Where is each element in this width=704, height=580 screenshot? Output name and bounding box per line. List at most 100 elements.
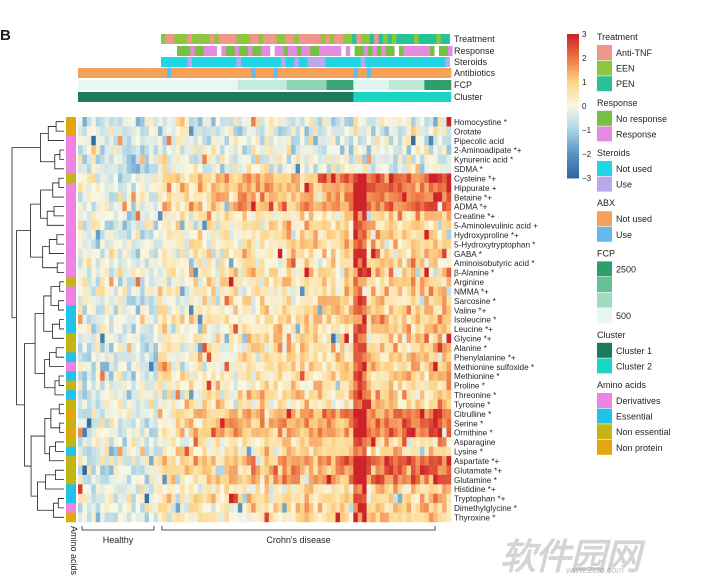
heatmap-cell [388,220,394,231]
heatmap-cell [109,164,114,174]
heatmap-cell [109,493,114,504]
heatmap-cell [78,333,83,344]
heatmap-cell [393,427,398,438]
heatmap-cell [300,408,305,419]
heatmap-cell [406,117,412,127]
heatmap-cell [415,418,421,429]
heatmap-cell [149,173,154,184]
heatmap-cell [144,145,150,155]
heatmap-cell [277,201,283,212]
heatmap-cell [104,277,110,287]
heatmap-cell [202,277,208,287]
heatmap-cell [144,220,150,231]
heatmap-cell [393,484,398,494]
heatmap-cell [171,126,176,137]
heatmap-cell [175,258,181,268]
heatmap-cell [86,117,92,127]
heatmap-cell [251,295,256,306]
heatmap-cell [397,437,403,447]
row-label: Methionine sulfoxide * [454,363,535,372]
heatmap-cell [442,399,447,410]
heatmap-cell [335,474,341,485]
heatmap-cell [282,503,287,513]
heatmap-cell [273,277,279,287]
heatmap-cell [78,343,83,353]
heatmap-cell [189,164,194,174]
heatmap-cell [366,295,372,306]
heatmap-cell [339,437,345,447]
heatmap-cell [228,286,234,297]
heatmap-cell [308,173,314,184]
heatmap-cell [144,201,150,212]
heatmap-cell [180,437,185,447]
heatmap-cell [211,117,216,127]
heatmap-cell [415,173,421,184]
heatmap-cell [104,314,110,325]
heatmap-cell [149,418,154,429]
heatmap-cell [424,493,430,504]
heatmap-cell [308,390,314,400]
heatmap-cell [78,314,83,325]
heatmap-cell [442,145,447,155]
heatmap-cell [171,267,176,278]
heatmap-cell [180,182,185,193]
heatmap-cell [397,371,403,381]
heatmap-cell [122,126,128,137]
heatmap-cell [171,277,176,287]
heatmap-cell [402,343,407,353]
row-group-cell [66,343,76,353]
heatmap-cell [446,333,452,344]
heatmap-cell [228,154,234,165]
heatmap-cell [149,267,154,278]
heatmap-cell [375,324,381,334]
heatmap-cell [184,352,190,363]
heatmap-cell [255,145,261,155]
row-label: Citrulline * [454,410,492,419]
heatmap-cell [104,361,110,372]
heatmap-cell [193,277,199,287]
heatmap-cell [82,258,88,268]
heatmap-cell [313,248,319,259]
heatmap-cell [149,295,154,306]
heatmap-cell [197,493,203,504]
heatmap-cell [353,295,358,306]
heatmap-cell [406,277,412,287]
heatmap-cell [246,239,252,250]
heatmap-cell [295,145,301,155]
heatmap-cell [402,164,407,174]
heatmap-cell [184,503,190,513]
heatmap-cell [251,220,256,231]
heatmap-cell [335,211,341,221]
heatmap-cell [175,465,181,476]
heatmap-cell [446,390,452,400]
heatmap-cell [282,258,287,268]
heatmap-cell [78,182,83,193]
heatmap-cell [122,465,128,476]
heatmap-cell [193,361,199,372]
heatmap-cell [286,408,292,419]
heatmap-cell [388,117,394,127]
heatmap-cell [419,446,425,457]
heatmap-cell [362,192,367,203]
heatmap-cell [411,267,416,278]
heatmap-cell [122,474,128,485]
heatmap-cell [166,371,172,381]
heatmap-cell [304,493,310,504]
heatmap-cell [100,484,105,494]
heatmap-cell [446,164,452,174]
heatmap-cell [375,258,381,268]
heatmap-cell [335,390,341,400]
heatmap-cell [388,333,394,344]
heatmap-cell [357,408,363,419]
heatmap-cell [335,484,341,494]
heatmap-cell [211,437,216,447]
legend-item-label: Essential [616,412,653,422]
heatmap-cell [144,333,150,344]
heatmap-cell [317,230,323,240]
heatmap-cell [202,352,208,363]
heatmap-cell [375,427,381,438]
heatmap-cell [246,305,252,316]
heatmap-cell [291,418,296,429]
heatmap-cell [264,503,270,513]
heatmap-cell [175,154,181,165]
